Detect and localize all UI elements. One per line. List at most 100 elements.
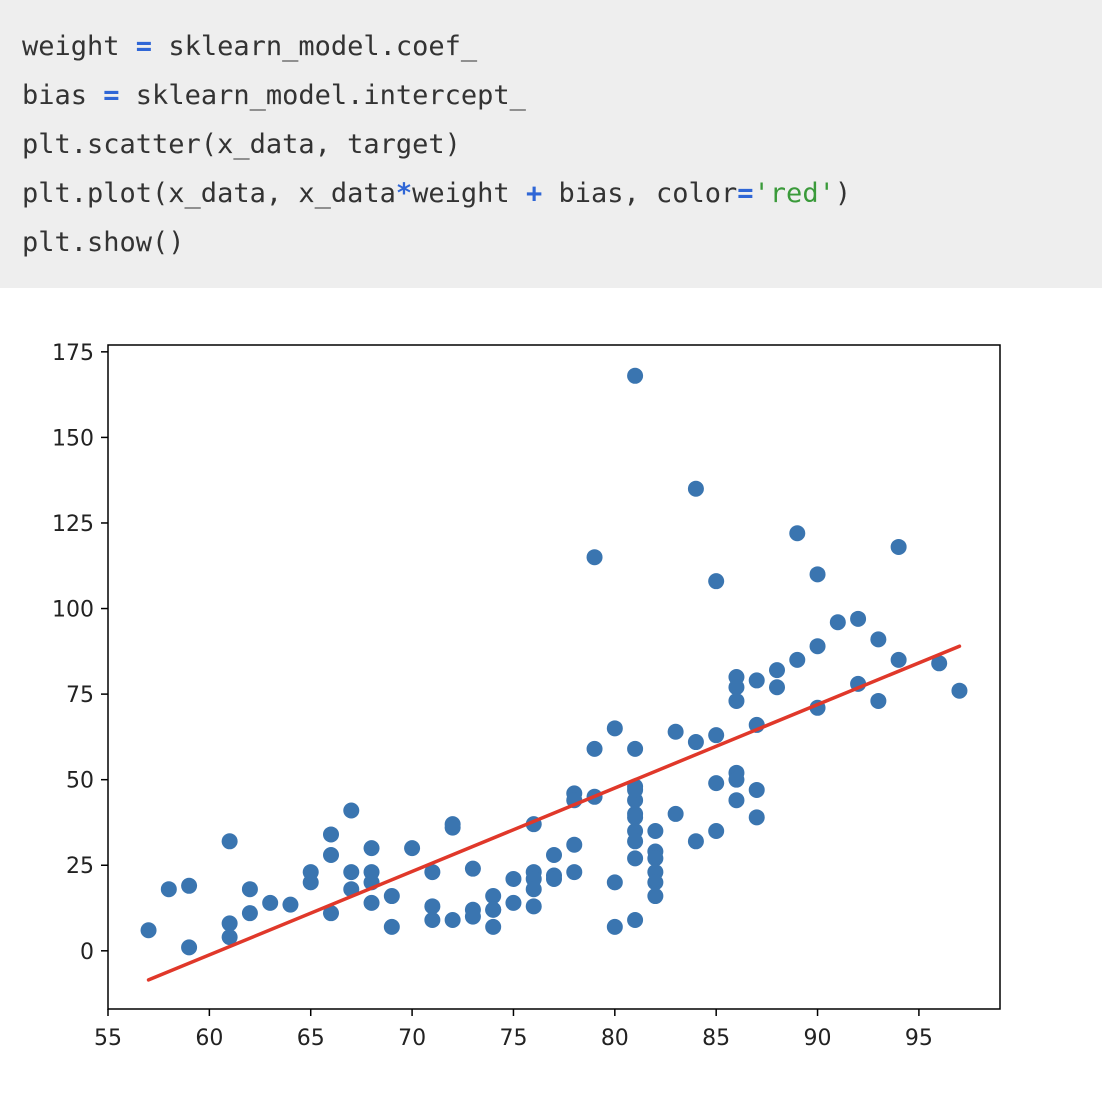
scatter-point — [444, 819, 461, 836]
scatter-point — [687, 734, 704, 751]
scatter-point — [424, 898, 441, 915]
scatter-point — [383, 918, 400, 935]
scatter-point — [546, 846, 562, 863]
code-line-scatter: plt.scatter(x_data, target) — [22, 120, 1102, 169]
scatter-point — [323, 905, 339, 922]
scatter-point — [789, 651, 806, 668]
y-tick-label: 0 — [80, 940, 94, 965]
y-tick-label: 100 — [52, 598, 94, 623]
scatter-point — [769, 662, 785, 679]
scatter-point — [931, 655, 948, 672]
code-token: plt.scatter(x_data, target) — [22, 129, 461, 160]
scatter-point — [323, 826, 339, 843]
scatter-point — [647, 823, 664, 840]
y-tick-label: 50 — [66, 769, 94, 794]
y-tick-label: 25 — [66, 854, 94, 879]
scatter-point — [160, 881, 177, 898]
y-tick-label: 175 — [52, 341, 94, 366]
scatter-point — [627, 912, 644, 929]
scatter-point — [728, 771, 745, 788]
scatter-point — [769, 679, 785, 696]
scatter-point — [708, 727, 725, 744]
code-token: bias — [22, 80, 104, 111]
scatter-point — [546, 870, 562, 887]
scatter-point — [829, 614, 846, 631]
scatter-point — [687, 480, 704, 497]
code-token: = — [135, 31, 153, 62]
scatter-point — [870, 631, 887, 648]
scatter-point — [464, 860, 481, 877]
code-token: sklearn_model.intercept_ — [119, 80, 526, 111]
plot-frame — [107, 344, 1001, 1010]
x-tick-label: 75 — [499, 1026, 527, 1051]
scatter-point — [485, 888, 502, 905]
scatter-point — [424, 912, 441, 929]
scatter-point — [505, 870, 522, 887]
scatter-point — [809, 566, 826, 583]
code-token: * — [395, 178, 413, 209]
x-tick-label: 60 — [195, 1026, 223, 1051]
scatter-point — [890, 538, 907, 555]
code-token: sklearn_model.coef_ — [152, 31, 478, 62]
y-tick-label: 150 — [52, 426, 94, 451]
code-token: plt.show() — [22, 227, 185, 258]
scatter-point — [424, 864, 441, 881]
code-token: = — [737, 178, 754, 209]
scatter-point — [241, 905, 258, 922]
scatter-point — [566, 836, 583, 853]
scatter-point — [606, 720, 623, 737]
code-line-bias: bias = sklearn_model.intercept_ — [22, 71, 1102, 120]
chart-output: 55 60 65 70 75 80 85 90 95 0 25 50 75 100 125 150 175 — [0, 288, 1102, 1094]
x-tick-label: 65 — [297, 1026, 325, 1051]
code-token: 'red' — [753, 178, 835, 209]
scatter-point — [687, 833, 704, 850]
scatter-point — [728, 692, 745, 709]
scatter-point — [606, 874, 623, 891]
scatter-point — [748, 781, 765, 798]
scatter-point — [302, 874, 319, 891]
scatter-point — [708, 573, 725, 590]
scatter-point — [850, 610, 867, 627]
code-token: ) — [834, 178, 852, 209]
y-tick-label: 75 — [66, 683, 94, 708]
scatter-point — [789, 525, 806, 542]
scatter-point — [627, 833, 644, 850]
scatter-point — [525, 881, 542, 898]
x-tick-label: 55 — [94, 1026, 122, 1051]
scatter-point — [464, 908, 481, 925]
x-tick-label: 90 — [804, 1026, 832, 1051]
code-line-weight: weight = sklearn_model.coef_ — [22, 22, 1102, 71]
scatter-point — [363, 840, 380, 857]
scatter-point — [140, 922, 157, 939]
scatter-point — [667, 723, 684, 740]
scatter-point — [525, 898, 542, 915]
scatter-point — [708, 775, 725, 792]
scatter-point — [748, 809, 765, 826]
x-tick-label: 95 — [905, 1026, 933, 1051]
scatter-point — [627, 850, 644, 867]
scatter-point — [262, 894, 279, 911]
scatter-point — [647, 850, 664, 867]
scatter-point — [627, 740, 644, 757]
code-line-plot: plt.plot(x_data, x_data*weight + bias, c… — [22, 169, 1102, 218]
regression-line — [146, 644, 962, 982]
scatter-point — [627, 805, 644, 822]
scatter-point — [586, 740, 603, 757]
scatter-point — [221, 915, 238, 932]
scatter-point — [323, 846, 339, 863]
scatter-point — [748, 672, 765, 689]
scatter-point — [708, 823, 725, 840]
code-line-show: plt.show() — [22, 218, 1102, 267]
scatter-point — [647, 888, 664, 905]
x-tick-label: 80 — [601, 1026, 629, 1051]
scatter-point — [221, 929, 238, 946]
scatter-point — [809, 638, 826, 655]
scatter-point — [890, 651, 907, 668]
scatter-point — [627, 367, 644, 384]
scatter-point — [221, 833, 238, 850]
y-tick-label: 125 — [52, 512, 94, 537]
scatter-point — [485, 918, 502, 935]
code-token: plt.plot(x_data, x_data — [22, 178, 396, 209]
scatter-point — [728, 679, 745, 696]
scatter-point — [606, 918, 623, 935]
